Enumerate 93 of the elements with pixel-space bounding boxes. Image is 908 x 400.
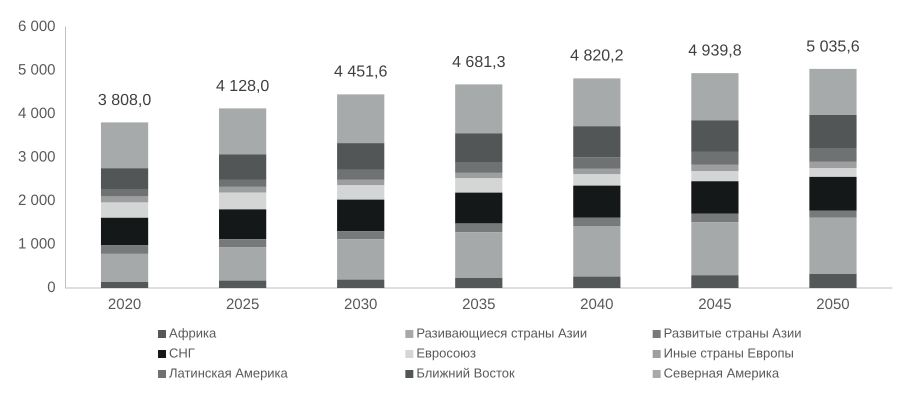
x-tick-label: 2050	[816, 296, 850, 314]
y-tick-label: 4 000	[18, 105, 56, 122]
bar	[100, 196, 148, 202]
bar	[691, 73, 739, 120]
x-tick-label: 2035	[462, 296, 496, 314]
y-tick-label: 1 000	[18, 236, 56, 253]
bar	[691, 164, 739, 172]
bar	[455, 192, 502, 224]
bar	[100, 168, 148, 190]
legend-label: Евросоюз	[416, 346, 476, 361]
legend-label: Северная Америка	[664, 366, 780, 381]
bar	[691, 222, 739, 276]
total-label: 5 035,6	[806, 38, 860, 56]
bar	[809, 218, 857, 274]
bar	[100, 282, 148, 288]
total-label: 4 939,8	[688, 42, 742, 60]
y-tick-label: 5 000	[18, 62, 56, 79]
bar	[455, 133, 502, 163]
bar	[219, 239, 266, 248]
bar	[337, 185, 384, 200]
legend-label: Африка	[169, 326, 217, 341]
bar	[219, 209, 266, 240]
bar	[455, 232, 502, 278]
bar	[337, 231, 384, 240]
bar	[573, 186, 620, 218]
x-tick-label: 2030	[344, 296, 378, 314]
bar	[809, 274, 857, 288]
y-tick-label: 6 000	[18, 18, 56, 36]
total-label: 4 681,3	[452, 54, 506, 71]
total-label: 3 808,0	[98, 92, 152, 109]
bar	[691, 214, 739, 222]
bar	[455, 278, 502, 288]
bar	[100, 122, 148, 168]
bar	[691, 275, 739, 288]
bar	[809, 176, 857, 211]
bar	[100, 254, 148, 282]
bar	[691, 181, 739, 214]
bar	[809, 68, 857, 115]
x-tick-label: 2040	[580, 296, 614, 314]
bar	[337, 94, 384, 144]
bar	[219, 108, 266, 154]
legend-label: Разивающиеся страны Азии	[416, 326, 588, 341]
bar	[691, 151, 739, 165]
bar	[337, 200, 384, 232]
bar	[219, 280, 266, 288]
bar	[573, 226, 620, 277]
bar	[573, 168, 620, 174]
bar	[100, 245, 148, 254]
bar	[100, 218, 148, 246]
bar	[573, 276, 620, 288]
total-label: 4 128,0	[216, 78, 270, 95]
bar	[219, 154, 266, 180]
bar	[455, 178, 502, 193]
bar	[809, 168, 857, 177]
bar	[809, 210, 857, 218]
legend-label: Развитые страны Азии	[664, 326, 802, 341]
bar	[573, 126, 620, 158]
y-tick-label: 2 000	[18, 192, 56, 210]
bar	[337, 180, 384, 186]
bar	[337, 170, 384, 180]
bar	[809, 148, 857, 162]
x-tick-label: 2020	[108, 296, 142, 314]
bar	[691, 171, 739, 182]
bar	[455, 223, 502, 232]
bar	[100, 190, 148, 196]
bar	[219, 192, 266, 210]
bar	[337, 143, 384, 170]
bar	[809, 162, 857, 168]
legend-label: Иные страны Европы	[664, 346, 794, 361]
bar	[219, 186, 266, 193]
total-label: 4 451,6	[334, 64, 388, 81]
bar	[573, 218, 620, 226]
x-tick-label: 2045	[698, 296, 732, 314]
bar	[337, 280, 384, 288]
bar	[455, 84, 502, 134]
bar	[809, 115, 857, 149]
bar	[455, 162, 502, 173]
bar	[100, 202, 148, 218]
legend-label: СНГ	[169, 346, 195, 361]
legend-label: Ближний Восток	[416, 366, 516, 381]
bar	[691, 120, 739, 152]
bar	[573, 174, 620, 186]
legend-label: Латинская Америка	[169, 366, 289, 381]
x-tick-label: 2025	[226, 296, 260, 314]
bar	[455, 172, 502, 178]
y-tick-label: 3 000	[18, 148, 56, 166]
bar	[219, 180, 266, 187]
bar	[337, 239, 384, 280]
total-label: 4 820,2	[570, 48, 624, 65]
bar	[573, 78, 620, 126]
y-tick-label: 0	[47, 279, 56, 296]
bar	[573, 157, 620, 169]
bar	[219, 247, 266, 281]
